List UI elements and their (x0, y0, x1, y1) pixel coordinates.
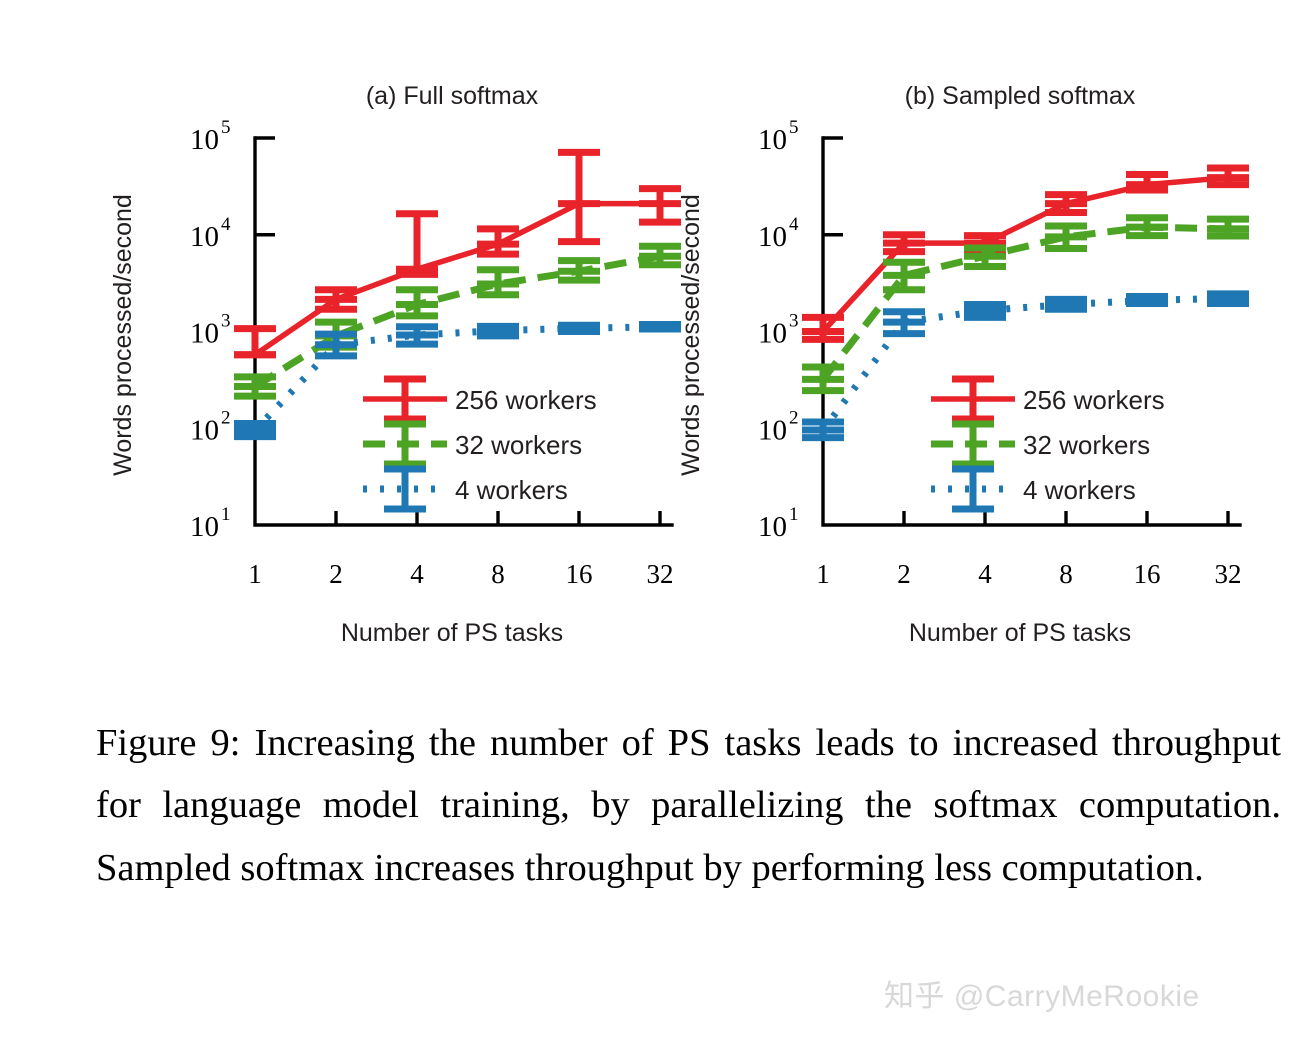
y-tick-exponent: 3 (789, 311, 799, 332)
x-tick-label: 16 (1134, 559, 1161, 589)
chart-panel-1: (a) Full softmax Words processed/second Nu… (109, 82, 681, 647)
y-tick-label: 10 (190, 511, 219, 543)
y-axis-label: Words processed/second (677, 194, 705, 476)
axis-lines (821, 136, 1242, 527)
y-tick-exponent: 1 (789, 504, 799, 525)
legend-item-4-workers: 4 workers (931, 465, 1136, 513)
legend-item-32-workers: 32 workers (363, 420, 582, 468)
y-tick-exponent: 1 (221, 504, 231, 525)
zhihu-watermark: 知乎 @CarryMeRookie (884, 980, 1200, 1013)
x-axis-label: Number of PS tasks (341, 619, 563, 647)
y-tick-exponent: 2 (221, 407, 231, 428)
figure-caption: Figure 9: Increasing the number of PS ta… (96, 722, 1281, 889)
legend-label: 256 workers (455, 385, 597, 415)
y-tick-label: 10 (758, 124, 787, 156)
x-tick-label: 2 (329, 559, 343, 589)
series-256-workers (802, 164, 1249, 343)
legend: 256 workers 32 workers 4 workers (931, 375, 1165, 513)
x-tick-label: 2 (897, 559, 911, 589)
y-tick-exponent: 5 (789, 117, 799, 138)
x-tick-label: 1 (248, 559, 262, 589)
figure-graphic-area: (a) Full softmax Words processed/second Nu… (109, 82, 1249, 647)
y-tick-label: 10 (758, 221, 787, 253)
panel-title: (b) Sampled softmax (905, 82, 1136, 110)
legend-item-32-workers: 32 workers (931, 420, 1150, 468)
figure-9-charts: (a) Full softmax Words processed/second Nu… (109, 82, 1249, 647)
legend-label: 256 workers (1023, 385, 1165, 415)
y-tick-label: 10 (190, 318, 219, 350)
series-4-workers (802, 290, 1249, 442)
panel-title: (a) Full softmax (366, 82, 539, 110)
series-256-workers (234, 148, 681, 359)
y-tick-label: 10 (758, 414, 787, 446)
legend: 256 workers 32 workers 4 workers (363, 375, 597, 513)
legend-item-256-workers: 256 workers (931, 375, 1165, 423)
x-tick-label: 32 (1215, 559, 1242, 589)
x-axis-label: Number of PS tasks (909, 619, 1131, 647)
x-tick-label: 8 (491, 559, 505, 589)
y-tick-exponent: 4 (221, 214, 231, 235)
axis-lines (253, 136, 674, 527)
x-tick-label: 4 (410, 559, 424, 589)
legend-label: 4 workers (455, 475, 568, 505)
y-tick-label: 10 (190, 124, 219, 156)
y-axis-label: Words processed/second (109, 194, 137, 476)
x-tick-label: 8 (1059, 559, 1073, 589)
legend-label: 32 workers (1023, 430, 1150, 460)
y-tick-label: 10 (190, 414, 219, 446)
series-4-workers (234, 321, 681, 441)
y-tick-exponent: 4 (789, 214, 799, 235)
x-tick-label: 1 (816, 559, 830, 589)
x-tick-label: 32 (647, 559, 674, 589)
legend-label: 4 workers (1023, 475, 1136, 505)
legend-item-256-workers: 256 workers (363, 375, 597, 423)
x-tick-label: 4 (978, 559, 992, 589)
y-tick-label: 10 (190, 221, 219, 253)
y-tick-exponent: 3 (221, 311, 231, 332)
y-tick-label: 10 (758, 511, 787, 543)
series-32-workers (802, 214, 1249, 395)
y-tick-label: 10 (758, 318, 787, 350)
chart-panel-2: (b) Sampled softmax Words processed/secon… (677, 82, 1249, 647)
y-tick-exponent: 2 (789, 407, 799, 428)
legend-item-4-workers: 4 workers (363, 465, 568, 513)
y-tick-exponent: 5 (221, 117, 231, 138)
legend-label: 32 workers (455, 430, 582, 460)
x-tick-label: 16 (566, 559, 593, 589)
